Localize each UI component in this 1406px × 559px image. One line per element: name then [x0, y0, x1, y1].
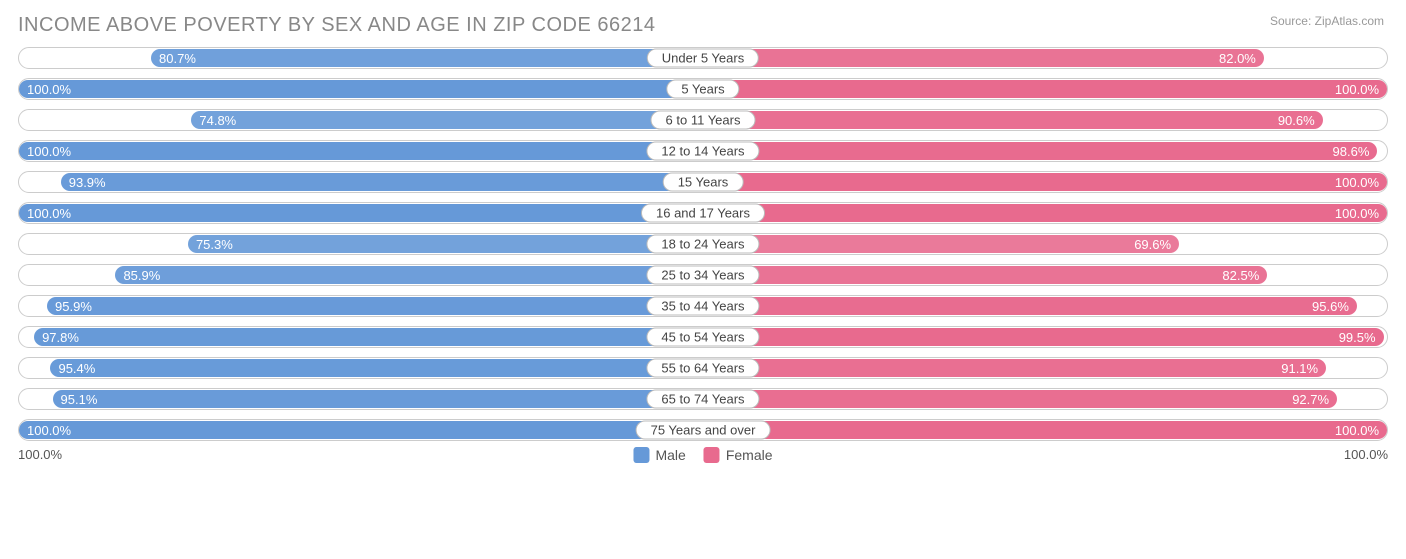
male-value-label: 100.0%	[27, 423, 71, 438]
male-bar: 100.0%	[19, 80, 703, 98]
chart-title: INCOME ABOVE POVERTY BY SEX AND AGE IN Z…	[18, 14, 1388, 37]
category-label: 25 to 34 Years	[646, 266, 759, 285]
female-bar: 82.5%	[703, 266, 1267, 284]
female-bar: 69.6%	[703, 235, 1179, 253]
male-bar: 100.0%	[19, 142, 703, 160]
category-label: 6 to 11 Years	[651, 111, 756, 130]
female-bar: 82.0%	[703, 49, 1264, 67]
male-value-label: 100.0%	[27, 144, 71, 159]
female-value-label: 82.5%	[1222, 268, 1259, 283]
bar-row: 95.1% 92.7% 65 to 74 Years	[18, 388, 1388, 410]
female-swatch	[704, 447, 720, 463]
female-bar: 100.0%	[703, 80, 1387, 98]
category-label: 55 to 64 Years	[646, 359, 759, 378]
axis-right-label: 100.0%	[1344, 447, 1388, 462]
male-value-label: 97.8%	[42, 330, 79, 345]
female-value-label: 98.6%	[1333, 144, 1370, 159]
legend-item-female: Female	[704, 447, 773, 463]
bar-row: 100.0% 100.0% 16 and 17 Years	[18, 202, 1388, 224]
male-bar: 80.7%	[151, 49, 703, 67]
legend-female-label: Female	[726, 447, 773, 463]
male-swatch	[633, 447, 649, 463]
female-bar: 92.7%	[703, 390, 1337, 408]
male-value-label: 74.8%	[199, 113, 236, 128]
female-value-label: 82.0%	[1219, 51, 1256, 66]
category-label: 35 to 44 Years	[646, 297, 759, 316]
female-value-label: 100.0%	[1335, 206, 1379, 221]
bar-row: 100.0% 98.6% 12 to 14 Years	[18, 140, 1388, 162]
bar-row: 100.0% 100.0% 75 Years and over	[18, 419, 1388, 441]
male-bar: 93.9%	[61, 173, 703, 191]
bar-row: 74.8% 90.6% 6 to 11 Years	[18, 109, 1388, 131]
female-value-label: 95.6%	[1312, 299, 1349, 314]
female-value-label: 100.0%	[1335, 423, 1379, 438]
female-value-label: 90.6%	[1278, 113, 1315, 128]
bar-row: 85.9% 82.5% 25 to 34 Years	[18, 264, 1388, 286]
male-bar: 75.3%	[188, 235, 703, 253]
male-bar: 85.9%	[115, 266, 703, 284]
female-bar: 100.0%	[703, 173, 1387, 191]
bar-row: 80.7% 82.0% Under 5 Years	[18, 47, 1388, 69]
female-bar: 90.6%	[703, 111, 1323, 129]
female-bar: 99.5%	[703, 328, 1384, 346]
female-bar: 95.6%	[703, 297, 1357, 315]
axis-left-label: 100.0%	[18, 447, 62, 462]
bar-row: 100.0% 100.0% 5 Years	[18, 78, 1388, 100]
category-label: 12 to 14 Years	[646, 142, 759, 161]
female-value-label: 99.5%	[1339, 330, 1376, 345]
female-bar: 98.6%	[703, 142, 1377, 160]
bar-row: 93.9% 100.0% 15 Years	[18, 171, 1388, 193]
female-bar: 100.0%	[703, 421, 1387, 439]
male-value-label: 80.7%	[159, 51, 196, 66]
male-bar: 95.9%	[47, 297, 703, 315]
category-label: 16 and 17 Years	[641, 204, 765, 223]
category-label: 65 to 74 Years	[646, 390, 759, 409]
male-bar: 95.1%	[53, 390, 703, 408]
male-bar: 97.8%	[34, 328, 703, 346]
bar-rows: 80.7% 82.0% Under 5 Years 100.0% 100.0% 5 Yea…	[18, 47, 1388, 441]
female-value-label: 69.6%	[1134, 237, 1171, 252]
category-label: 15 Years	[663, 173, 744, 192]
female-value-label: 92.7%	[1292, 392, 1329, 407]
male-value-label: 95.9%	[55, 299, 92, 314]
category-label: 18 to 24 Years	[646, 235, 759, 254]
female-bar: 100.0%	[703, 204, 1387, 222]
male-value-label: 75.3%	[196, 237, 233, 252]
category-label: Under 5 Years	[647, 49, 759, 68]
legend: Male Female	[633, 447, 772, 463]
male-value-label: 100.0%	[27, 82, 71, 97]
female-bar: 91.1%	[703, 359, 1326, 377]
legend-item-male: Male	[633, 447, 685, 463]
male-bar: 100.0%	[19, 421, 703, 439]
male-value-label: 85.9%	[123, 268, 160, 283]
bar-row: 95.9% 95.6% 35 to 44 Years	[18, 295, 1388, 317]
category-label: 5 Years	[666, 80, 739, 99]
category-label: 45 to 54 Years	[646, 328, 759, 347]
x-axis: 100.0% Male Female 100.0%	[18, 447, 1388, 471]
bar-row: 75.3% 69.6% 18 to 24 Years	[18, 233, 1388, 255]
female-value-label: 100.0%	[1335, 82, 1379, 97]
male-bar: 100.0%	[19, 204, 703, 222]
male-value-label: 95.1%	[61, 392, 98, 407]
male-value-label: 93.9%	[69, 175, 106, 190]
bar-row: 95.4% 91.1% 55 to 64 Years	[18, 357, 1388, 379]
male-bar: 95.4%	[50, 359, 703, 377]
male-value-label: 95.4%	[58, 361, 95, 376]
female-value-label: 100.0%	[1335, 175, 1379, 190]
legend-male-label: Male	[655, 447, 685, 463]
male-bar: 74.8%	[191, 111, 703, 129]
chart-container: INCOME ABOVE POVERTY BY SEX AND AGE IN Z…	[0, 0, 1406, 559]
category-label: 75 Years and over	[636, 421, 771, 440]
male-value-label: 100.0%	[27, 206, 71, 221]
source-attribution: Source: ZipAtlas.com	[1270, 14, 1384, 28]
bar-row: 97.8% 99.5% 45 to 54 Years	[18, 326, 1388, 348]
female-value-label: 91.1%	[1281, 361, 1318, 376]
